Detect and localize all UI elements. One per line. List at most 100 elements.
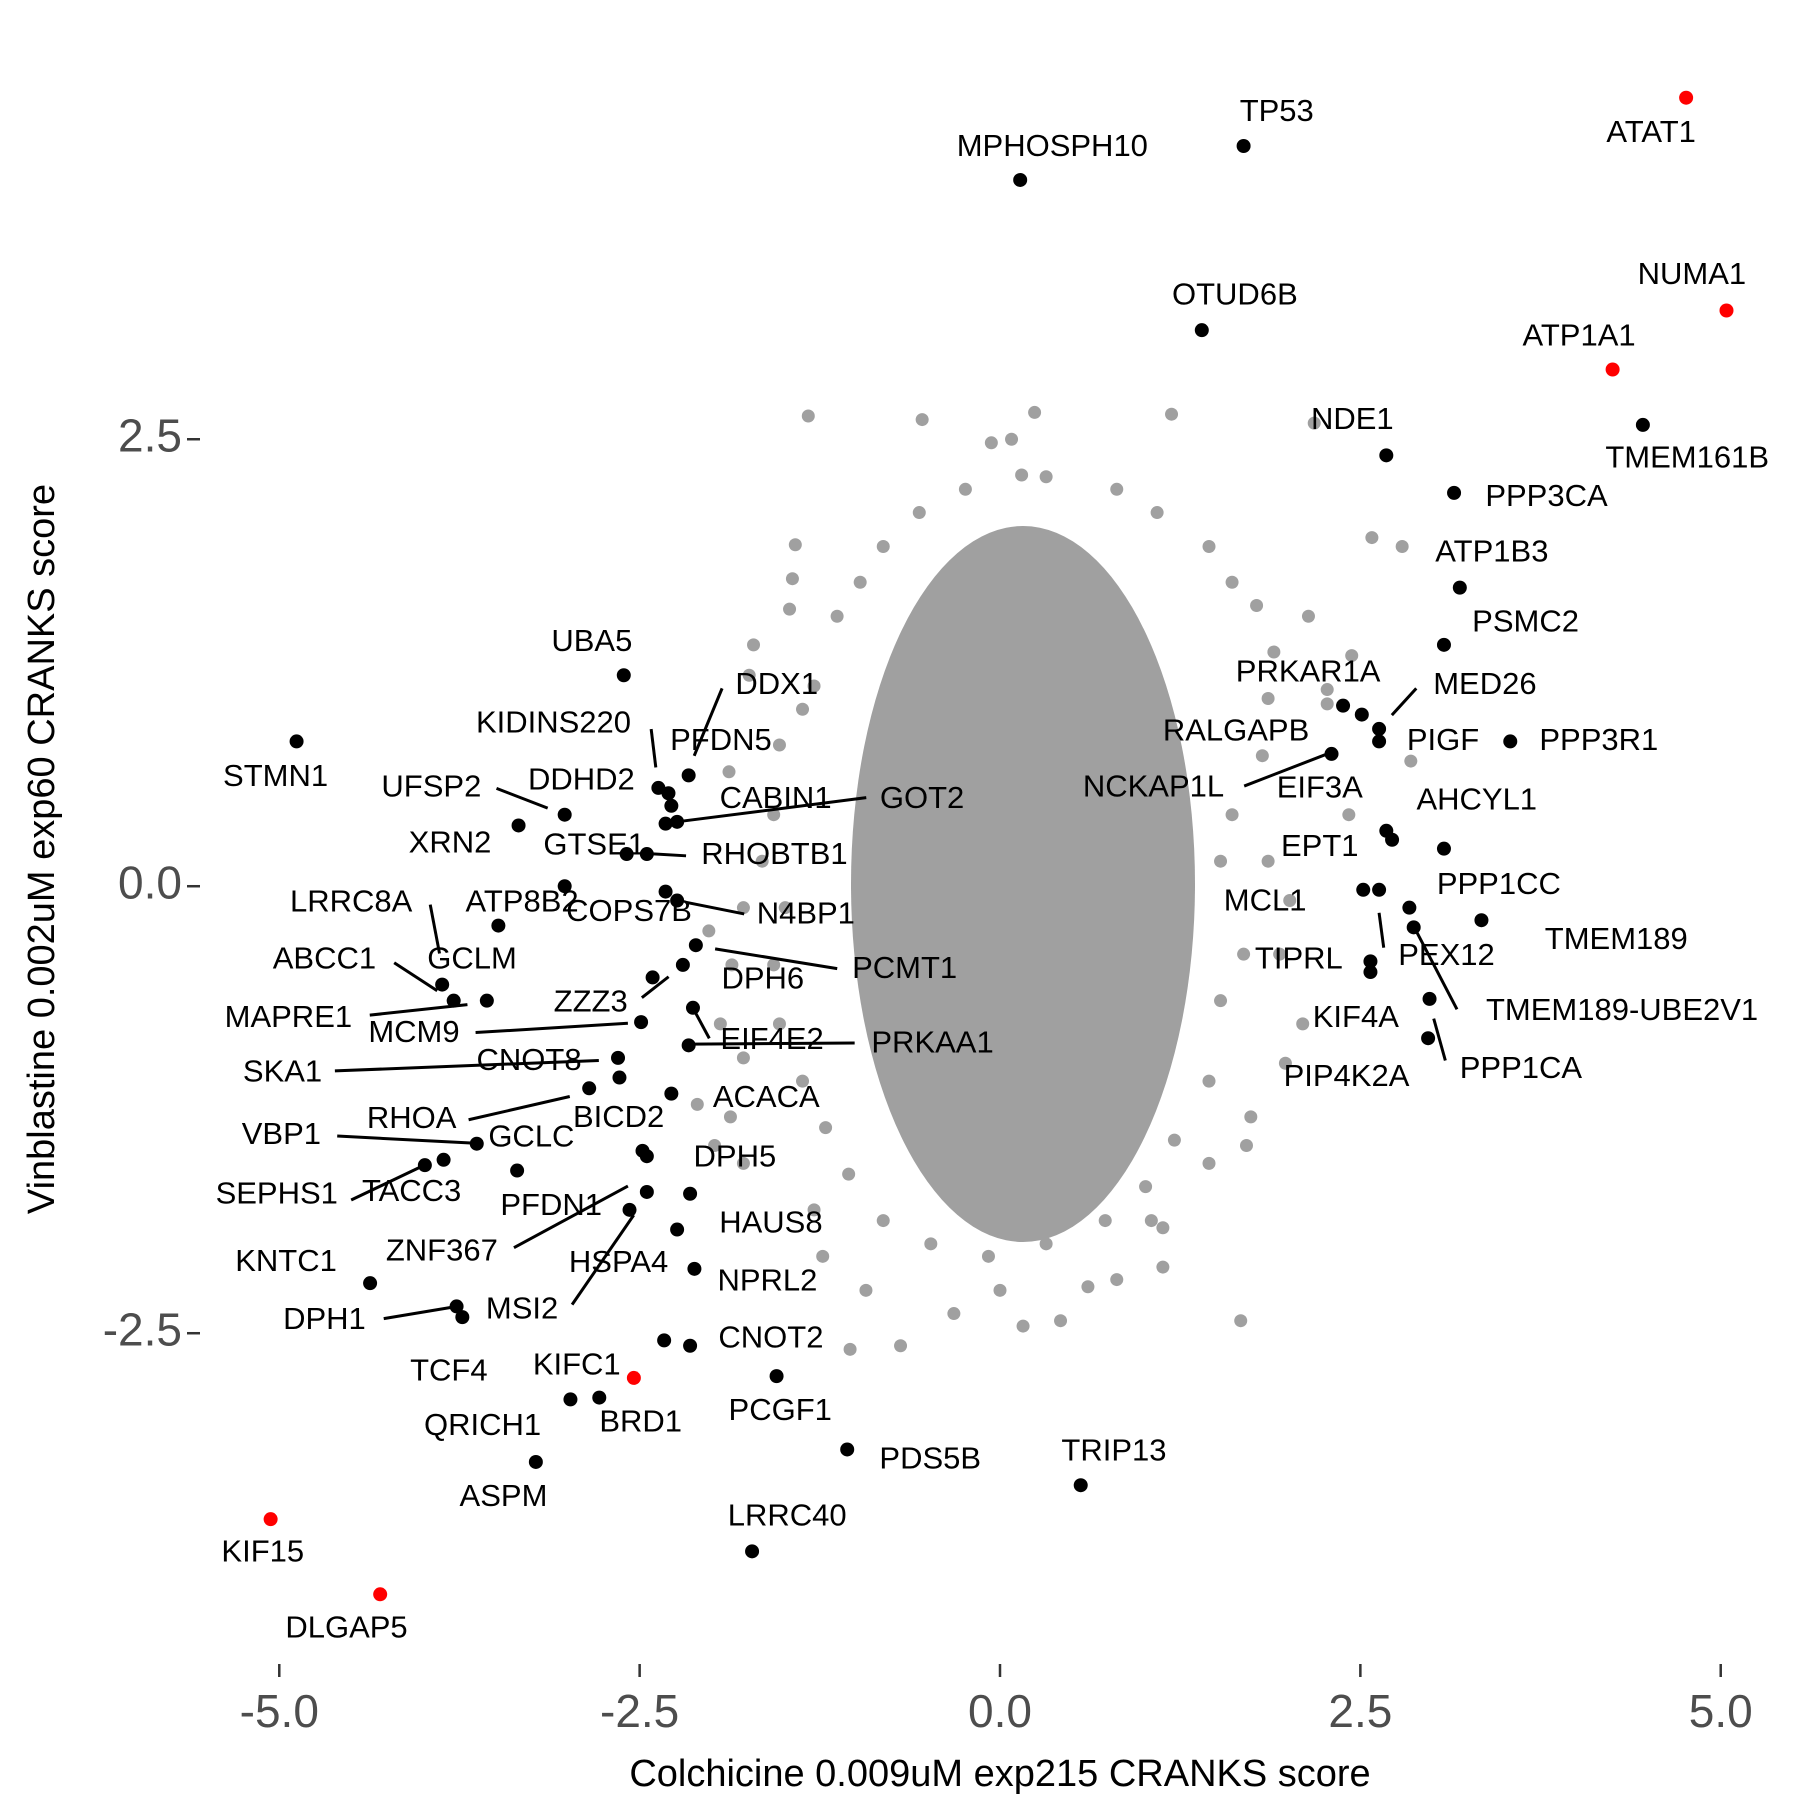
highlighted-point (563, 1392, 578, 1407)
background-point (1278, 1056, 1292, 1070)
background-point (1039, 1237, 1053, 1251)
point-label: KIF15 (221, 1534, 304, 1569)
point-label: TACC3 (362, 1173, 461, 1208)
point-label: EIF3A (1277, 770, 1363, 805)
leader-line (640, 975, 670, 999)
background-point (1395, 540, 1409, 554)
background-point (915, 413, 929, 427)
point-label: MSI2 (486, 1291, 558, 1326)
highlighted-point (455, 1310, 470, 1325)
leader-line (350, 1163, 426, 1202)
background-point (1110, 482, 1124, 496)
background-point (1307, 416, 1321, 430)
background-point (894, 1339, 908, 1353)
highlighted-point (1436, 637, 1451, 652)
point-label: ATP1B3 (1435, 534, 1548, 569)
highlighted-point (1379, 448, 1394, 463)
background-point (725, 958, 739, 972)
highlighted-point (1719, 303, 1734, 318)
point-label: MCM9 (368, 1014, 459, 1049)
leader-line (475, 1021, 628, 1035)
background-point (1261, 854, 1275, 868)
background-point (1005, 432, 1019, 446)
background-point (816, 1249, 830, 1263)
point-label: HSPA4 (569, 1244, 668, 1279)
point-label: BICD2 (573, 1099, 664, 1134)
point-label: DDX1 (735, 666, 818, 701)
background-point (924, 1237, 938, 1251)
highlighted-point (657, 1333, 672, 1348)
background-point (1150, 506, 1164, 520)
leader-line (714, 947, 838, 971)
highlighted-point (639, 1149, 654, 1164)
background-point (747, 638, 761, 652)
highlighted-point (1436, 841, 1451, 856)
highlighted-point (1356, 882, 1371, 897)
background-point (807, 679, 821, 693)
background-point (1237, 947, 1251, 961)
highlighted-point (582, 1081, 597, 1096)
background-point (1110, 1273, 1124, 1287)
background-point (1283, 894, 1297, 908)
point-label: VBP1 (242, 1116, 321, 1151)
point-label: TRIP13 (1061, 1433, 1166, 1468)
point-label: UFSP2 (381, 769, 481, 804)
leader-line (685, 900, 745, 916)
highlighted-point (1354, 707, 1369, 722)
highlighted-point (1372, 882, 1387, 897)
background-point (783, 602, 797, 616)
point-label: DPH6 (721, 960, 804, 995)
highlighted-point (1013, 172, 1028, 187)
leader-line (570, 1214, 635, 1306)
leader-line (513, 1184, 629, 1249)
background-point (958, 482, 972, 496)
highlighted-point (1402, 900, 1417, 915)
highlighted-point (1236, 139, 1251, 154)
point-label: MPHOSPH10 (957, 128, 1148, 163)
point-label: ZZZ3 (554, 984, 628, 1019)
point-label: RALGAPB (1163, 713, 1309, 748)
highlighted-point (469, 1136, 484, 1151)
x-tick-label: -2.5 (600, 1685, 679, 1737)
leader-line (692, 687, 724, 757)
leader-line (383, 1305, 454, 1321)
background-point (722, 765, 736, 779)
highlighted-point (675, 957, 690, 972)
background-point (785, 572, 799, 586)
background-point (1156, 1260, 1170, 1274)
background-point (912, 506, 926, 520)
highlighted-point (1073, 1478, 1088, 1493)
point-label: PFDN1 (500, 1187, 602, 1222)
highlighted-point (622, 1202, 637, 1217)
highlighted-point (373, 1587, 388, 1602)
highlighted-point (1406, 920, 1421, 935)
highlighted-point (611, 1050, 626, 1065)
highlighted-point (436, 1152, 451, 1167)
background-point (859, 1283, 873, 1297)
point-label: TMEM161B (1605, 439, 1769, 474)
background-point (772, 738, 786, 752)
background-point (767, 808, 781, 822)
background-point (736, 901, 750, 915)
highlighted-point (592, 1390, 607, 1405)
point-label: PCMT1 (852, 950, 957, 985)
highlighted-point (626, 1370, 641, 1385)
point-label: DLGAP5 (285, 1609, 407, 1644)
highlighted-point (1336, 698, 1351, 713)
point-label: KIFC1 (533, 1346, 621, 1381)
point-label: CNOT8 (477, 1042, 582, 1077)
highlighted-point (1474, 913, 1489, 928)
y-tick-label: 2.5 (118, 409, 182, 461)
background-point (1202, 1156, 1216, 1170)
highlighted-point (683, 1338, 698, 1353)
highlighted-point (1452, 580, 1467, 595)
background-point (1225, 808, 1239, 822)
background-point (778, 901, 792, 915)
point-label: UBA5 (551, 623, 632, 658)
leader-line (1377, 912, 1386, 948)
point-label: PCGF1 (729, 1392, 832, 1427)
point-label: ATP8B2 (466, 884, 579, 919)
point-label: ACACA (713, 1079, 820, 1114)
background-point (1139, 1180, 1153, 1194)
highlighted-point (670, 1222, 685, 1237)
